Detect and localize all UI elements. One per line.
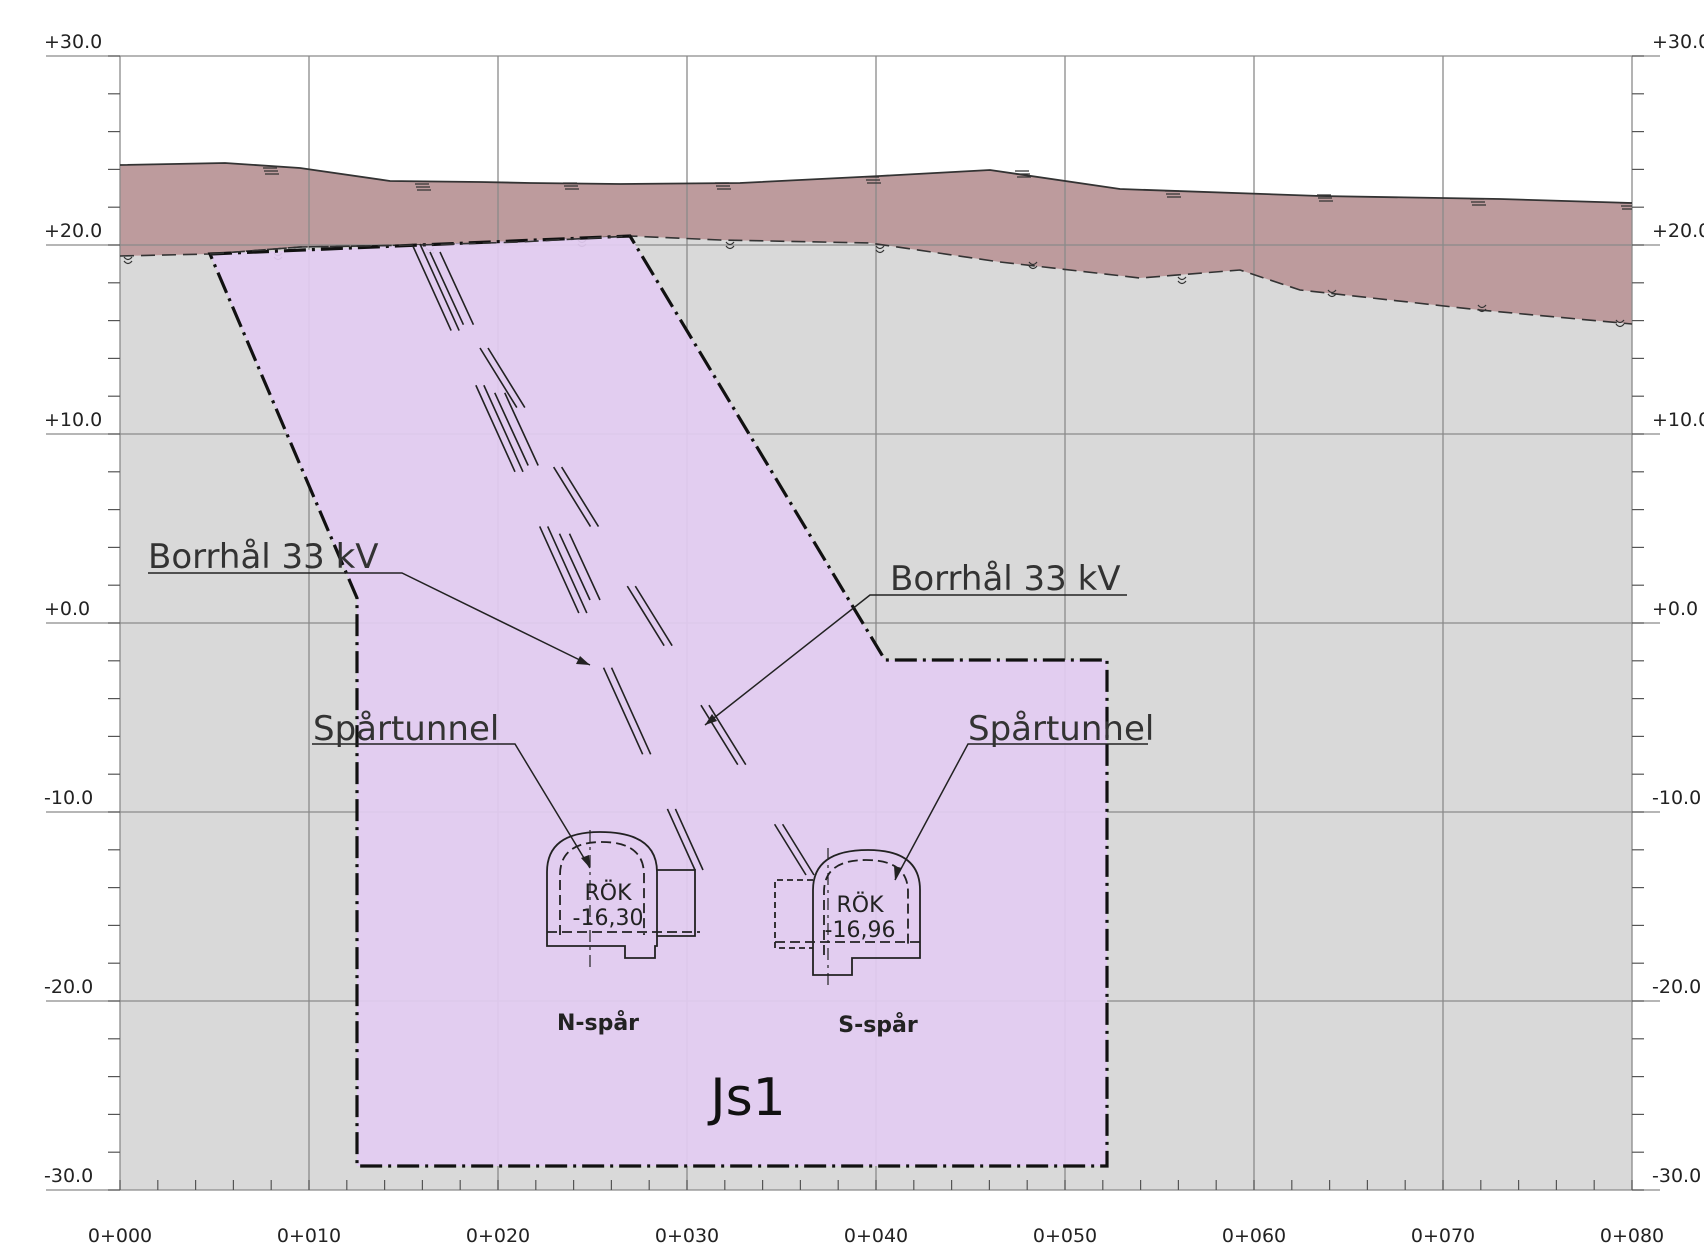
minor-ticks [108,55,1644,1191]
tunnel-north-track-label: N-spår [557,1010,639,1036]
elevation-label-left: +30.0 [44,31,102,53]
tunnel-south-rok-label: RÖK [836,892,884,918]
chainage-label: 0+020 [466,1225,530,1247]
zone-label: Js1 [707,1068,786,1128]
elevation-label-right: +0.0 [1652,598,1698,620]
chainage-label: 0+030 [655,1225,719,1247]
tunnel-north-rok-label: RÖK [584,880,632,906]
borehole-north [411,243,704,871]
elevation-labels-right: +30.0 +20.0 +10.0 +0.0 -10.0 -20.0 -30.0 [1652,31,1704,1187]
elevation-label-left: -10.0 [44,787,93,809]
elevation-label-left: -20.0 [44,976,93,998]
elevation-label-left: -30.0 [44,1165,93,1187]
soil-symbols [263,167,1632,210]
elevation-labels-left: +30.0 +20.0 +10.0 +0.0 -10.0 -20.0 -30.0 [44,31,102,1187]
chainage-label: 0+010 [277,1225,341,1247]
chainage-label: 0+080 [1600,1225,1664,1247]
elevation-label-right: +10.0 [1652,409,1704,431]
tunnel-south [774,848,921,990]
terrain-surface-line [119,162,1633,204]
callout-leaders [148,572,1148,881]
zone-js1 [207,234,1109,1168]
callout-borrhal-right: Borrhål 33 kV [890,559,1121,599]
callout-spartunnel-left: Spårtunnel [313,709,499,749]
tunnel-south-track-label: S-spår [838,1012,918,1038]
elevation-label-right: -10.0 [1652,787,1701,809]
chainage-labels: 0+000 0+010 0+020 0+030 0+040 0+050 0+060 0+070… [88,1225,1664,1247]
tunnel-north-rok-value: -16,30 [573,906,644,931]
callout-spartunnel-right: Spårtunnel [968,709,1154,749]
tunnel-south-rok-value: -16,96 [825,918,896,943]
elevation-label-left: +0.0 [44,598,90,620]
elevation-label-right: +30.0 [1652,31,1704,53]
borehole-south [479,347,815,876]
chainage-label: 0+070 [1411,1225,1475,1247]
chainage-label: 0+000 [88,1225,152,1247]
elevation-label-right: -30.0 [1652,1165,1701,1187]
callout-borrhal-left: Borrhål 33 kV [148,537,379,577]
elevation-label-right: -20.0 [1652,976,1701,998]
borehole-north-2 [429,251,601,601]
elevation-label-right: +20.0 [1652,220,1704,242]
tunnel-north [546,830,700,970]
chainage-label: 0+040 [844,1225,908,1247]
chainage-label: 0+050 [1033,1225,1097,1247]
elevation-label-left: +20.0 [44,220,102,242]
elevation-label-left: +10.0 [44,409,102,431]
chainage-label: 0+060 [1222,1225,1286,1247]
callout-arrowheads [576,656,902,880]
